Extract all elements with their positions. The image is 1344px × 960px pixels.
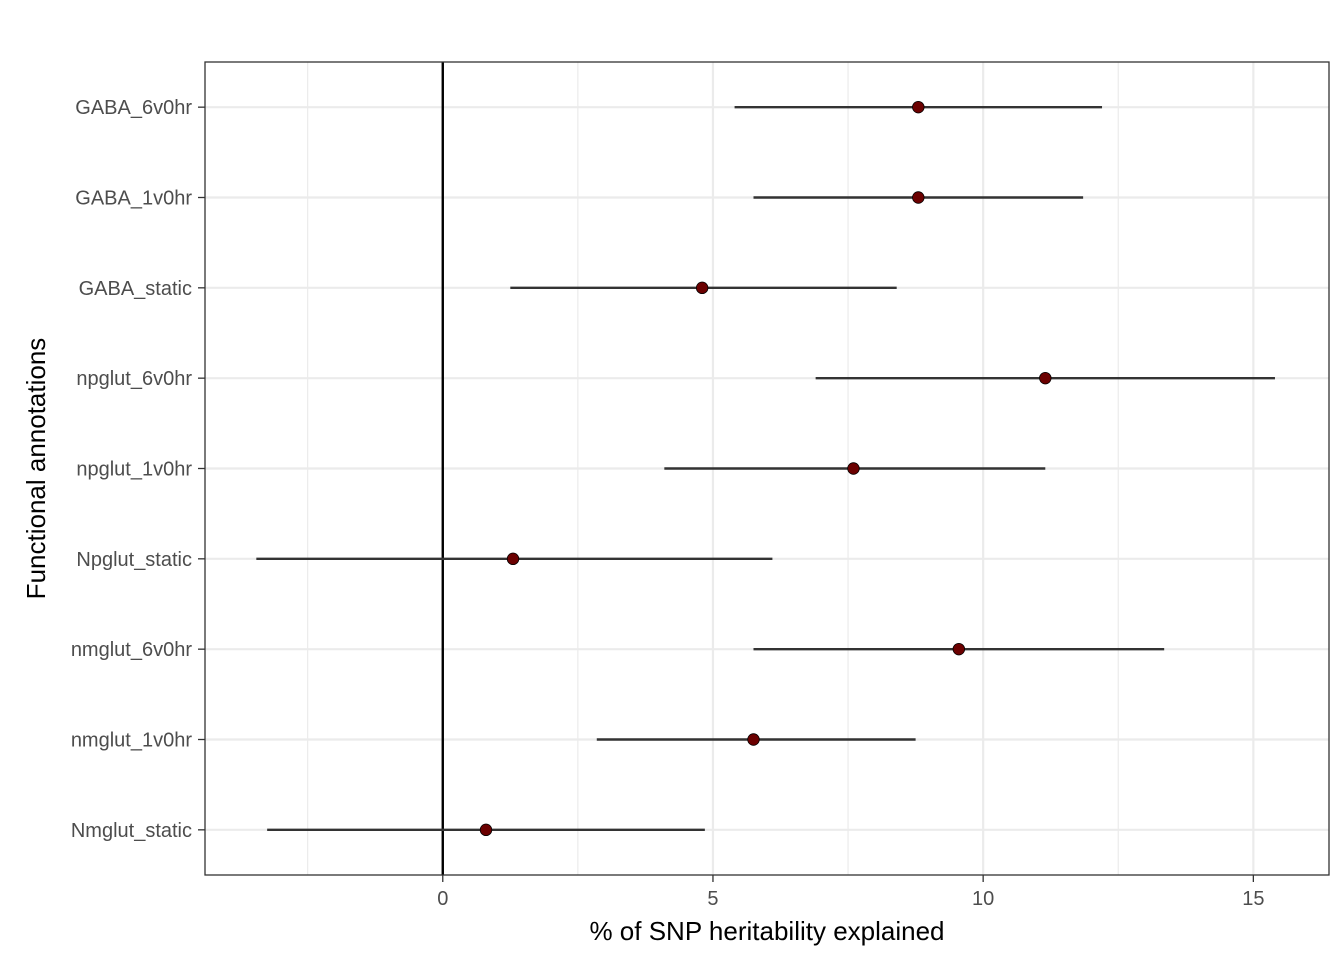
x-tick-label: 15 — [1242, 888, 1264, 910]
estimate-point — [912, 100, 925, 114]
y-tick-label: Nmglut_static — [71, 820, 192, 842]
estimate-point — [952, 642, 966, 656]
y-tick-label: npglut_1v0hr — [76, 459, 192, 481]
x-axis-ticks: 0 5 10 15 — [437, 875, 1264, 910]
y-axis-ticks: GABA_6v0hr GABA_1v0hr GABA_static npglut_6v… — [71, 97, 205, 842]
estimate-point — [695, 281, 709, 295]
estimate-point — [506, 552, 520, 566]
estimate-point — [912, 191, 925, 204]
y-tick-label: GABA_1v0hr — [75, 188, 192, 210]
x-axis-title: % of SNP heritability explained — [589, 916, 944, 946]
y-tick-label: GABA_6v0hr — [75, 97, 192, 119]
estimate-point — [847, 462, 860, 475]
y-tick-label: nmglut_6v0hr — [71, 639, 193, 661]
estimate-point — [1039, 371, 1052, 385]
y-tick-label: Npglut_static — [76, 549, 192, 571]
estimate-points — [479, 100, 1052, 837]
y-tick-label: npglut_6v0hr — [76, 368, 192, 390]
x-tick-label: 0 — [437, 888, 448, 910]
y-tick-label: GABA_static — [79, 278, 192, 300]
x-tick-label: 10 — [972, 888, 994, 910]
estimate-point — [479, 823, 493, 837]
y-axis-title: Functional annotations — [21, 338, 51, 600]
x-tick-label: 5 — [707, 888, 718, 910]
estimate-point — [747, 733, 760, 746]
y-tick-label: nmglut_1v0hr — [71, 730, 193, 752]
